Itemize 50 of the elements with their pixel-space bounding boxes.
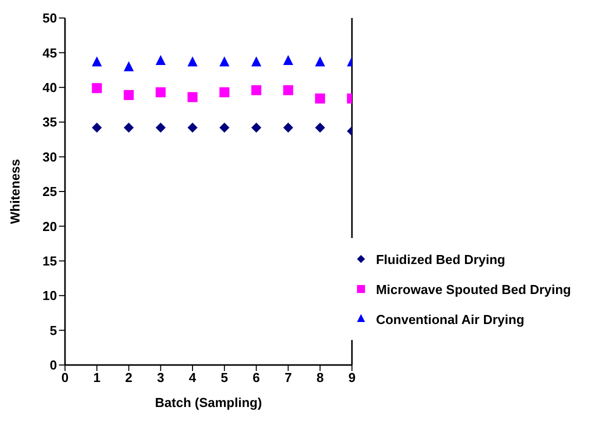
x-tick-label: 7 xyxy=(284,370,292,386)
point xyxy=(124,122,134,133)
x-tick-label: 8 xyxy=(316,370,324,386)
point xyxy=(92,83,102,94)
point xyxy=(92,56,102,66)
y-tick-label: 50 xyxy=(42,10,57,26)
point xyxy=(219,122,230,133)
point xyxy=(315,94,326,104)
y-tick-label: 30 xyxy=(42,149,57,164)
y-axis-title: Whiteness xyxy=(8,158,23,224)
y-tick-label: 45 xyxy=(42,45,57,60)
point xyxy=(188,122,198,133)
point xyxy=(283,85,294,96)
legend-label: Conventional Air Drying xyxy=(376,312,524,326)
y-tick-label: 25 xyxy=(42,184,57,200)
point xyxy=(124,61,134,72)
point xyxy=(156,122,166,133)
point xyxy=(156,87,166,98)
point xyxy=(188,56,198,66)
point xyxy=(251,56,262,66)
point xyxy=(315,122,326,133)
point xyxy=(188,92,198,102)
x-axis-title: Batch (Sampling) xyxy=(155,395,262,410)
point xyxy=(124,90,134,100)
point xyxy=(315,56,326,66)
y-tick-label: 20 xyxy=(42,218,57,234)
x-tick-label: 4 xyxy=(188,370,197,386)
x-tick-label: 9 xyxy=(348,370,356,386)
x-tick-label: 3 xyxy=(157,370,164,386)
point xyxy=(92,122,102,133)
point xyxy=(219,56,230,66)
y-tick-label: 10 xyxy=(42,288,57,304)
point xyxy=(156,55,166,66)
point xyxy=(219,87,230,98)
x-tick-label: 0 xyxy=(61,370,69,386)
point xyxy=(283,55,294,66)
y-tick-label: 0 xyxy=(50,358,57,373)
point xyxy=(283,122,294,133)
legend-label: Microwave Spouted Bed Drying xyxy=(376,282,571,296)
x-tick-label: 6 xyxy=(252,370,260,386)
y-tick-label: 15 xyxy=(42,254,57,269)
x-tick-label: 5 xyxy=(220,370,228,386)
y-tick-label: 5 xyxy=(50,322,57,338)
y-tick-label: 40 xyxy=(42,80,57,96)
x-tick-label: 1 xyxy=(93,370,100,386)
point xyxy=(251,85,262,96)
point xyxy=(251,122,262,133)
x-tick-label: 2 xyxy=(125,370,132,386)
y-tick-label: 35 xyxy=(42,114,57,130)
legend-label: Fluidized Bed Drying xyxy=(376,252,506,266)
